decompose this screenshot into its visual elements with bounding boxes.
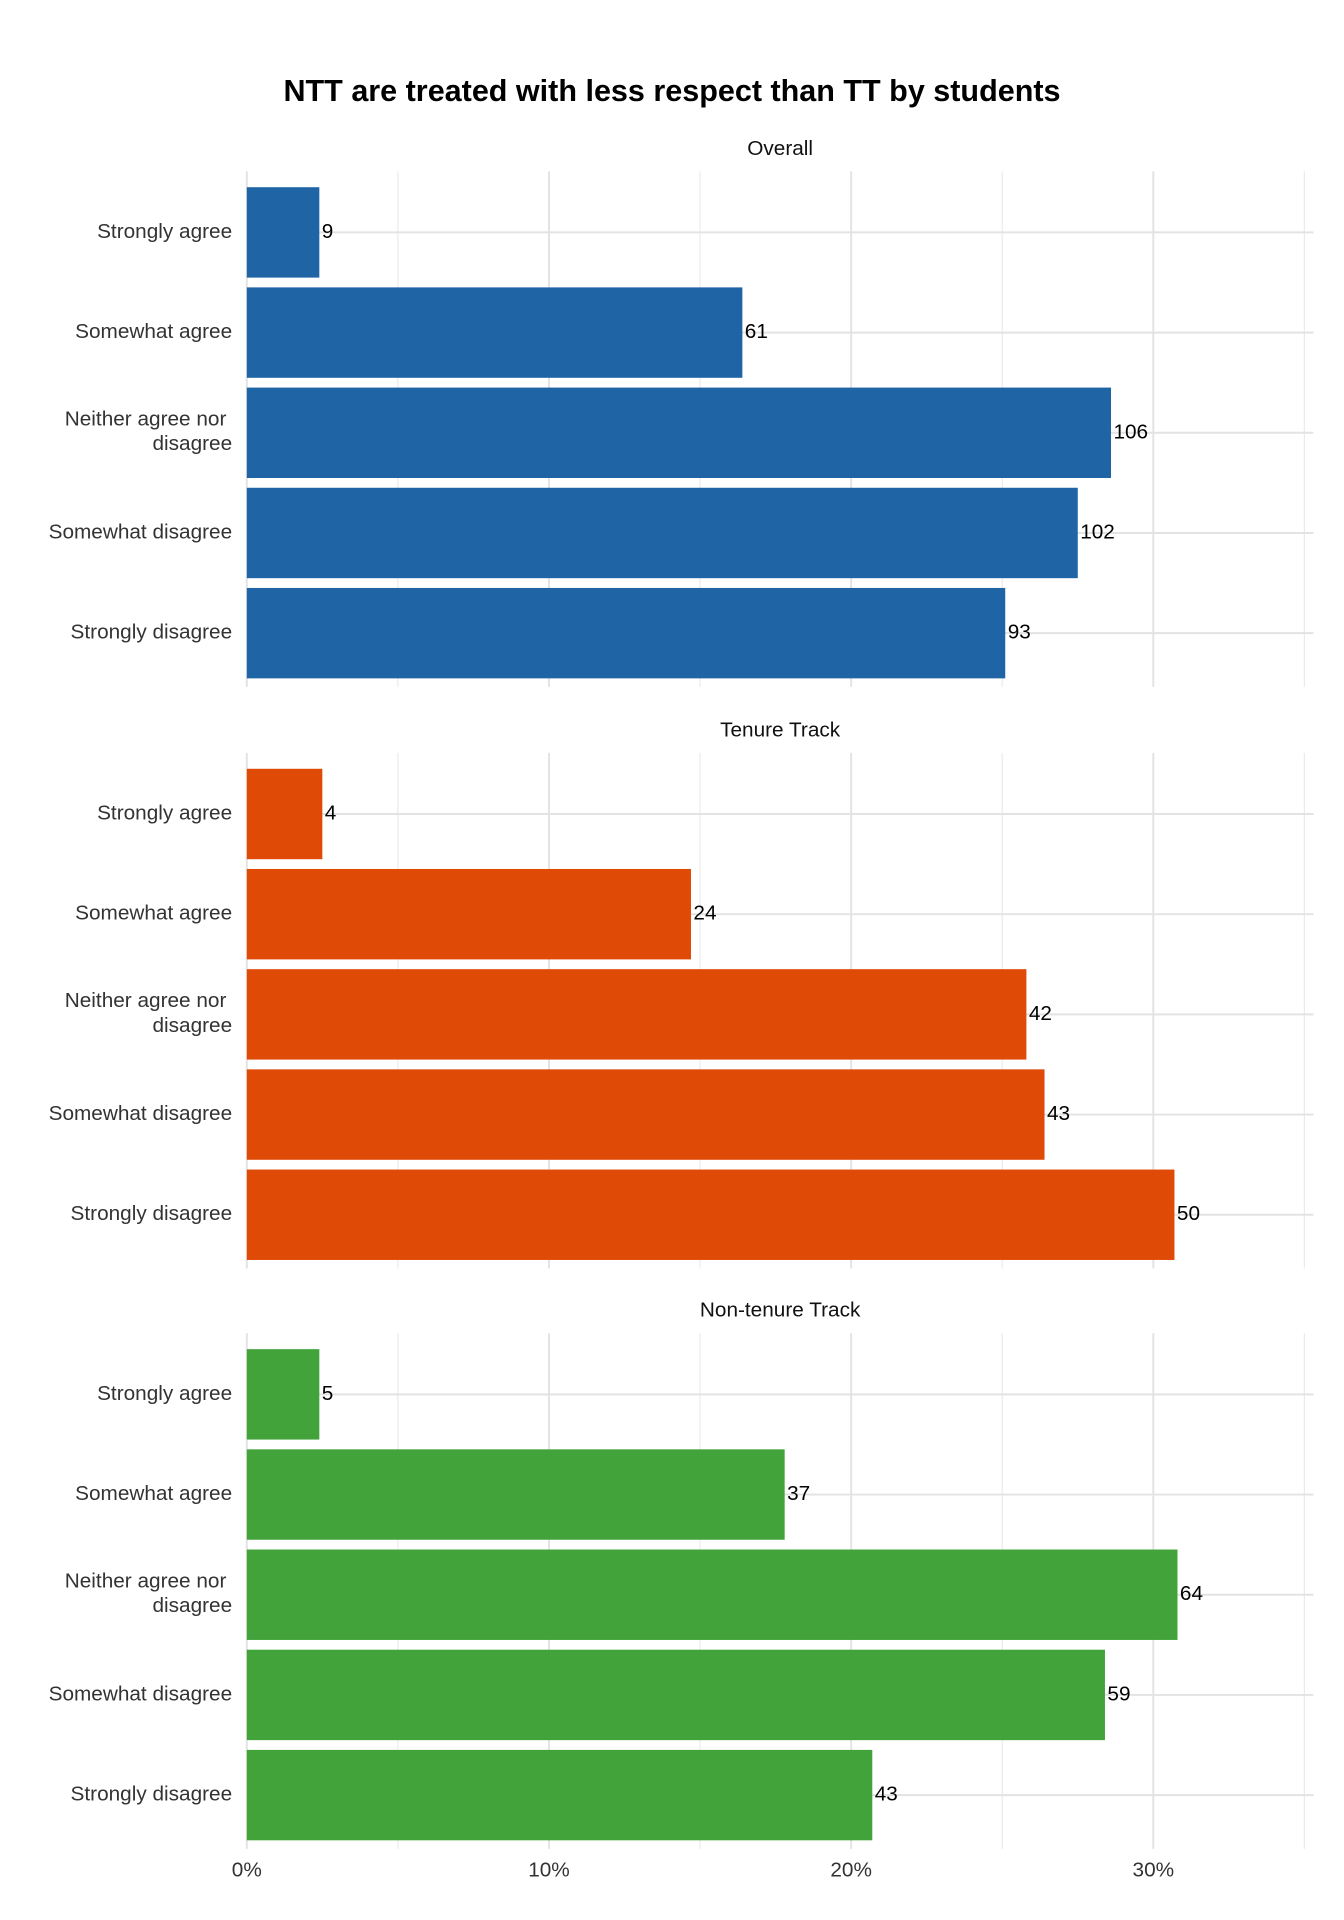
panel-title: Overall bbox=[747, 137, 813, 160]
y-tick-label: Neither agree nor disagree bbox=[65, 989, 232, 1037]
bar bbox=[246, 1349, 320, 1440]
x-tick-label: 20% bbox=[830, 1858, 872, 1881]
y-tick-label: Strongly agree bbox=[97, 801, 232, 824]
bar bbox=[246, 1749, 873, 1841]
data-label: 106 bbox=[1113, 420, 1148, 443]
y-tick-label: Strongly agree bbox=[97, 1382, 232, 1405]
y-tick-label: Somewhat disagree bbox=[49, 1682, 233, 1705]
bar bbox=[246, 1549, 1178, 1640]
panel-title: Tenure Track bbox=[720, 718, 841, 741]
bar bbox=[246, 587, 1006, 679]
bar bbox=[246, 1069, 1045, 1160]
x-tick-label: 30% bbox=[1133, 1858, 1175, 1881]
bar bbox=[246, 287, 743, 378]
data-label: 93 bbox=[1008, 621, 1031, 644]
y-tick-label: Somewhat agree bbox=[75, 902, 232, 925]
data-label: 61 bbox=[745, 320, 768, 343]
bar bbox=[246, 768, 323, 860]
y-tick-label: Somewhat agree bbox=[75, 320, 232, 343]
bar bbox=[246, 387, 1112, 478]
bar bbox=[246, 487, 1078, 579]
bar bbox=[246, 1649, 1105, 1741]
y-tick-label: Strongly disagree bbox=[71, 1783, 233, 1806]
y-tick-label: Neither agree nor disagree bbox=[65, 1570, 232, 1618]
bar bbox=[246, 1449, 785, 1540]
data-label: 9 bbox=[322, 220, 334, 243]
y-tick-label: Strongly disagree bbox=[71, 1202, 233, 1225]
bar bbox=[246, 969, 1027, 1060]
y-tick-label: Strongly agree bbox=[97, 220, 232, 243]
data-label: 64 bbox=[1180, 1582, 1203, 1605]
data-label: 42 bbox=[1029, 1002, 1052, 1025]
y-tick-label: Somewhat disagree bbox=[49, 520, 233, 543]
data-label: 5 bbox=[322, 1382, 334, 1405]
data-label: 24 bbox=[693, 902, 716, 925]
data-label: 4 bbox=[325, 801, 337, 824]
data-label: 59 bbox=[1107, 1682, 1130, 1705]
bar bbox=[246, 1169, 1175, 1260]
x-tick-label: 0% bbox=[232, 1858, 262, 1881]
y-tick-label: Neither agree nor disagree bbox=[65, 408, 232, 456]
y-tick-label: Somewhat agree bbox=[75, 1482, 232, 1505]
panel-title: Non-tenure Track bbox=[700, 1299, 861, 1322]
chart-title: NTT are treated with less respect than T… bbox=[283, 74, 1060, 108]
data-label: 102 bbox=[1080, 520, 1115, 543]
data-label: 50 bbox=[1177, 1202, 1200, 1225]
bar bbox=[246, 187, 320, 278]
data-label: 37 bbox=[787, 1482, 810, 1505]
y-tick-label: Somewhat disagree bbox=[49, 1102, 233, 1125]
bar bbox=[246, 868, 691, 960]
x-tick-label: 10% bbox=[528, 1858, 570, 1881]
data-label: 43 bbox=[875, 1783, 898, 1806]
data-label: 43 bbox=[1047, 1102, 1070, 1125]
y-tick-label: Strongly disagree bbox=[71, 621, 233, 644]
